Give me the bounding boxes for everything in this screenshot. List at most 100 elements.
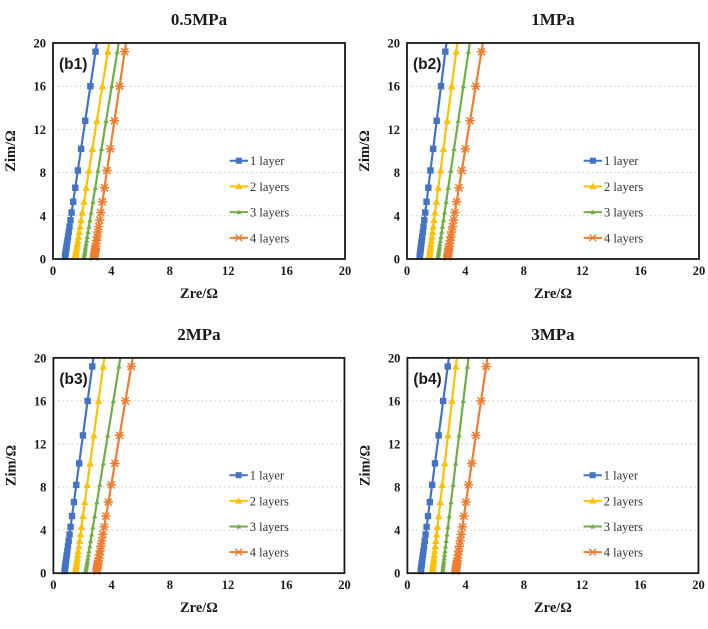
square-marker <box>426 498 434 506</box>
triangle-marker <box>443 116 451 124</box>
chart-title: 0.5MPa <box>171 10 228 29</box>
chart-title: 1MPa <box>531 10 575 29</box>
asterisk-marker <box>119 47 130 56</box>
triangle-marker <box>589 497 597 504</box>
y-tick-label: 20 <box>388 37 401 51</box>
x-tick-label: 12 <box>576 578 588 592</box>
triangle-marker <box>81 498 89 506</box>
y-axis-title: Zim/Ω <box>357 130 373 171</box>
y-tick-label: 16 <box>34 394 46 408</box>
plot-border <box>52 356 346 575</box>
small-triangle-marker <box>441 209 448 215</box>
x-tick-label: 0 <box>50 264 56 278</box>
small-triangle-marker <box>437 237 443 243</box>
triangle-marker <box>77 522 86 530</box>
square-marker <box>68 512 76 520</box>
small-triangle-marker <box>438 234 444 239</box>
small-triangle-marker <box>85 552 91 557</box>
legend-label: 3 layers <box>250 206 289 220</box>
square-marker <box>425 184 432 191</box>
x-tick-label: 4 <box>462 264 469 278</box>
square-marker <box>235 157 242 164</box>
triangle-marker <box>436 498 444 506</box>
square-marker <box>70 498 78 506</box>
square-marker <box>64 547 71 555</box>
square-marker <box>429 145 437 153</box>
small-triangle-marker <box>436 243 443 249</box>
asterisk-marker <box>449 208 460 217</box>
chart-panel-b3: 2MPa 0 4 8 12 16 20 0 4 8 12 16 20 Zre/Ω Zim/Ω (b3) 1 la… <box>0 315 354 629</box>
small-triangle-marker <box>100 460 106 466</box>
series-3-layers <box>83 357 122 574</box>
small-triangle-marker <box>443 538 449 543</box>
triangle-marker <box>94 397 103 404</box>
asterisk-marker <box>457 523 468 531</box>
asterisk-marker <box>476 47 487 56</box>
small-triangle-marker <box>105 432 111 438</box>
small-triangle-marker <box>444 531 450 537</box>
triangle-marker <box>448 397 456 404</box>
square-marker <box>418 237 425 244</box>
square-marker <box>442 48 449 55</box>
legend-label: 2 layers <box>250 180 289 194</box>
triangle-marker <box>432 536 440 544</box>
square-marker <box>431 460 439 467</box>
triangle-marker <box>235 497 243 504</box>
panel-label: (b3) <box>59 371 87 388</box>
small-triangle-marker <box>84 558 91 563</box>
triangle-marker <box>444 431 452 439</box>
y-axis-title: Zim/Ω <box>3 130 19 171</box>
small-triangle-marker <box>98 146 105 151</box>
small-triangle-marker <box>445 185 451 190</box>
asterisk-marker <box>99 523 109 531</box>
y-tick-label: 0 <box>394 253 400 267</box>
gridlines <box>407 400 699 531</box>
legend-label: 1 layer <box>250 154 285 168</box>
small-triangle-marker <box>83 243 89 249</box>
panel-label: (b4) <box>413 371 441 388</box>
legend-label: 3 layers <box>250 520 289 534</box>
triangle-marker <box>104 47 112 55</box>
square-marker <box>589 157 596 164</box>
small-triangle-marker <box>445 524 451 529</box>
legend-item: 3 layers <box>583 206 643 220</box>
axis-labels: 0 4 8 12 16 20 0 4 8 12 16 20 <box>388 351 705 592</box>
legend-item: 2 layers <box>583 494 643 508</box>
legend-label: 4 layers <box>604 546 643 560</box>
x-tick-label: 8 <box>521 264 527 278</box>
x-tick-label: 0 <box>404 264 410 278</box>
triangle-marker <box>75 542 83 550</box>
square-marker <box>420 547 427 555</box>
legend: 1 layer 2 layers 3 layers 4 layers <box>583 469 643 560</box>
small-triangle-marker <box>85 229 91 235</box>
series-line <box>446 42 485 259</box>
legend-label: 4 layers <box>604 231 643 245</box>
y-tick-label: 8 <box>40 481 46 495</box>
plot-border <box>52 42 346 260</box>
legend-item: 4 layers <box>583 231 643 245</box>
small-triangle-marker <box>83 241 89 246</box>
triangle-marker <box>436 166 445 174</box>
x-tick-label: 12 <box>576 264 589 278</box>
legend-item: 4 layers <box>583 546 643 560</box>
small-triangle-marker <box>87 217 93 223</box>
y-tick-label: 12 <box>388 123 401 137</box>
small-triangle-marker <box>464 363 471 369</box>
legend-item: 2 layers <box>583 180 643 194</box>
legend-label: 2 layers <box>604 180 643 194</box>
square-marker <box>418 233 426 241</box>
y-tick-label: 20 <box>34 351 46 365</box>
triangle-marker <box>431 208 439 216</box>
legend-label: 3 layers <box>604 206 643 220</box>
square-marker <box>63 554 70 562</box>
y-tick-label: 12 <box>34 123 47 137</box>
asterisk-marker <box>101 512 111 520</box>
series-line <box>454 357 489 573</box>
gridlines <box>53 400 345 531</box>
square-marker <box>419 551 427 559</box>
y-tick-label: 20 <box>388 351 400 365</box>
small-triangle-marker <box>590 209 596 215</box>
y-tick-label: 8 <box>40 166 46 180</box>
square-marker <box>420 543 428 550</box>
legend-label: 3 layers <box>604 520 643 534</box>
